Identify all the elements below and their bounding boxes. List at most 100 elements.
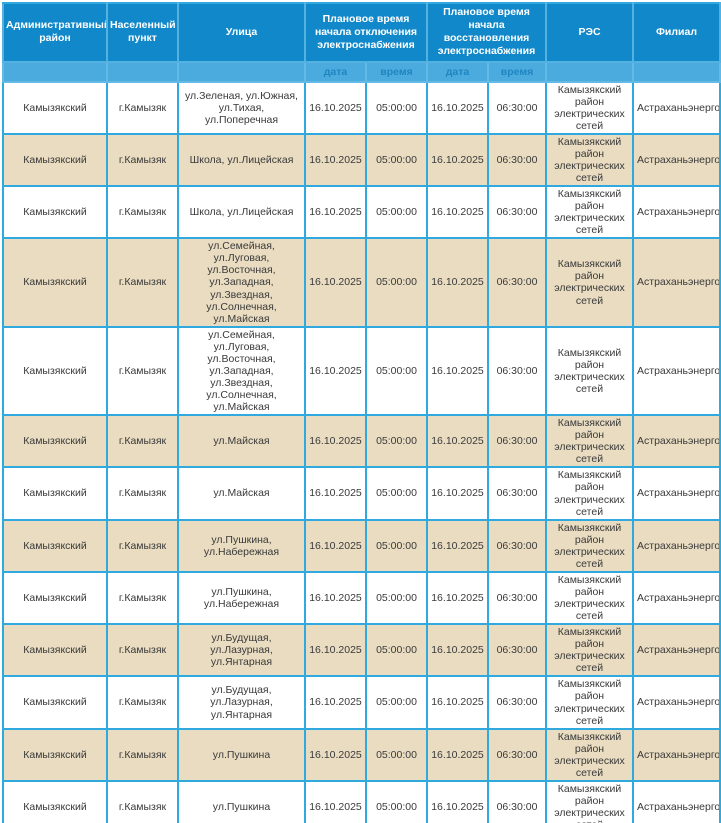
cell-outage-time: 05:00:00: [365, 518, 428, 573]
subheader-street-empty: [177, 60, 306, 83]
column-header-district: Административный район: [2, 2, 108, 63]
subheader-settlement-empty: [106, 60, 179, 83]
cell-settlement: г.Камызяк: [106, 414, 179, 469]
cell-restore-date: 16.10.2025: [426, 779, 489, 823]
cell-outage-date: 16.10.2025: [304, 237, 367, 328]
cell-settlement: г.Камызяк: [106, 570, 179, 626]
table-row: Камызякский г.Камызяк ул.Майская 16.10.2…: [2, 466, 721, 521]
cell-res: Камызякский район электрических сетей: [545, 132, 634, 188]
table-row: Камызякский г.Камызяк ул.Семейная, ул.Лу…: [2, 237, 721, 328]
cell-restore-date: 16.10.2025: [426, 325, 489, 417]
subheader-outage-date: дата: [304, 60, 367, 83]
cell-outage-date: 16.10.2025: [304, 466, 367, 521]
cell-district: Камызякский: [2, 675, 108, 730]
cell-settlement: г.Камызяк: [106, 325, 179, 417]
table-body: Камызякский г.Камызяк ул.Зеленая, ул.Южн…: [2, 80, 721, 823]
cell-res: Камызякский район электрических сетей: [545, 184, 634, 240]
subheader-district-empty: [2, 60, 108, 83]
cell-streets: ул.Будущая, ул.Лазурная, ул.Янтарная: [177, 675, 306, 730]
cell-restore-time: 06:30:00: [487, 325, 547, 417]
cell-restore-date: 16.10.2025: [426, 623, 489, 678]
cell-district: Камызякский: [2, 325, 108, 417]
cell-res: Камызякский район электрических сетей: [545, 325, 634, 417]
cell-res: Камызякский район электрических сетей: [545, 414, 634, 469]
table-row: Камызякский г.Камызяк ул.Пушкина, ул.Наб…: [2, 570, 721, 626]
cell-district: Камызякский: [2, 184, 108, 240]
cell-restore-date: 16.10.2025: [426, 184, 489, 240]
cell-restore-time: 06:30:00: [487, 80, 547, 135]
header-row-main: Административный район Населенный пункт …: [2, 2, 721, 63]
cell-outage-date: 16.10.2025: [304, 779, 367, 823]
cell-restore-date: 16.10.2025: [426, 518, 489, 573]
subheader-res-empty: [545, 60, 634, 83]
cell-branch: Астраханьэнерго: [632, 325, 721, 417]
cell-streets: ул.Майская: [177, 466, 306, 521]
cell-outage-date: 16.10.2025: [304, 727, 367, 782]
cell-streets: ул.Семейная, ул.Луговая, ул.Восточная, у…: [177, 237, 306, 328]
cell-outage-date: 16.10.2025: [304, 414, 367, 469]
table-row: Камызякский г.Камызяк ул.Семейная, ул.Лу…: [2, 325, 721, 417]
cell-restore-date: 16.10.2025: [426, 132, 489, 188]
cell-restore-date: 16.10.2025: [426, 80, 489, 135]
cell-restore-date: 16.10.2025: [426, 466, 489, 521]
cell-district: Камызякский: [2, 80, 108, 135]
cell-outage-time: 05:00:00: [365, 325, 428, 417]
cell-settlement: г.Камызяк: [106, 518, 179, 573]
table-row: Камызякский г.Камызяк ул.Пушкина, ул.Наб…: [2, 518, 721, 573]
cell-settlement: г.Камызяк: [106, 779, 179, 823]
cell-outage-date: 16.10.2025: [304, 518, 367, 573]
cell-outage-time: 05:00:00: [365, 727, 428, 782]
cell-district: Камызякский: [2, 132, 108, 188]
cell-restore-date: 16.10.2025: [426, 570, 489, 626]
cell-restore-date: 16.10.2025: [426, 727, 489, 782]
column-header-street: Улица: [177, 2, 306, 63]
cell-res: Камызякский район электрических сетей: [545, 623, 634, 678]
table-row: Камызякский г.Камызяк ул.Майская 16.10.2…: [2, 414, 721, 469]
subheader-restore-time: время: [487, 60, 547, 83]
table-row: Камызякский г.Камызяк ул.Будущая, ул.Лаз…: [2, 623, 721, 678]
cell-branch: Астраханьэнерго: [632, 779, 721, 823]
cell-outage-time: 05:00:00: [365, 80, 428, 135]
cell-restore-date: 16.10.2025: [426, 675, 489, 730]
cell-res: Камызякский район электрических сетей: [545, 727, 634, 782]
cell-restore-time: 06:30:00: [487, 727, 547, 782]
cell-branch: Астраханьэнерго: [632, 237, 721, 328]
cell-restore-date: 16.10.2025: [426, 414, 489, 469]
cell-outage-time: 05:00:00: [365, 184, 428, 240]
cell-branch: Астраханьэнерго: [632, 570, 721, 626]
cell-outage-date: 16.10.2025: [304, 570, 367, 626]
cell-streets: ул.Майская: [177, 414, 306, 469]
cell-restore-time: 06:30:00: [487, 132, 547, 188]
cell-streets: ул.Пушкина: [177, 727, 306, 782]
table-row: Камызякский г.Камызяк ул.Зеленая, ул.Южн…: [2, 80, 721, 135]
cell-branch: Астраханьэнерго: [632, 132, 721, 188]
cell-branch: Астраханьэнерго: [632, 414, 721, 469]
cell-streets: ул.Будущая, ул.Лазурная, ул.Янтарная: [177, 623, 306, 678]
cell-outage-time: 05:00:00: [365, 570, 428, 626]
cell-outage-time: 05:00:00: [365, 675, 428, 730]
cell-settlement: г.Камызяк: [106, 132, 179, 188]
cell-res: Камызякский район электрических сетей: [545, 779, 634, 823]
header-row-sub: дата время дата время: [2, 60, 721, 83]
cell-restore-time: 06:30:00: [487, 237, 547, 328]
table-row: Камызякский г.Камызяк Школа, ул.Лицейска…: [2, 184, 721, 240]
cell-restore-time: 06:30:00: [487, 414, 547, 469]
cell-outage-time: 05:00:00: [365, 779, 428, 823]
cell-settlement: г.Камызяк: [106, 623, 179, 678]
column-header-settlement: Населенный пункт: [106, 2, 179, 63]
cell-branch: Астраханьэнерго: [632, 623, 721, 678]
cell-restore-time: 06:30:00: [487, 184, 547, 240]
cell-streets: ул.Семейная, ул.Луговая, ул.Восточная, у…: [177, 325, 306, 417]
cell-restore-time: 06:30:00: [487, 623, 547, 678]
column-header-res: РЭС: [545, 2, 634, 63]
cell-district: Камызякский: [2, 237, 108, 328]
cell-settlement: г.Камызяк: [106, 466, 179, 521]
subheader-restore-date: дата: [426, 60, 489, 83]
subheader-branch-empty: [632, 60, 721, 83]
cell-district: Камызякский: [2, 570, 108, 626]
cell-res: Камызякский район электрических сетей: [545, 675, 634, 730]
cell-branch: Астраханьэнерго: [632, 466, 721, 521]
table-row: Камызякский г.Камызяк ул.Пушкина 16.10.2…: [2, 779, 721, 823]
cell-res: Камызякский район электрических сетей: [545, 518, 634, 573]
cell-streets: Школа, ул.Лицейская: [177, 184, 306, 240]
